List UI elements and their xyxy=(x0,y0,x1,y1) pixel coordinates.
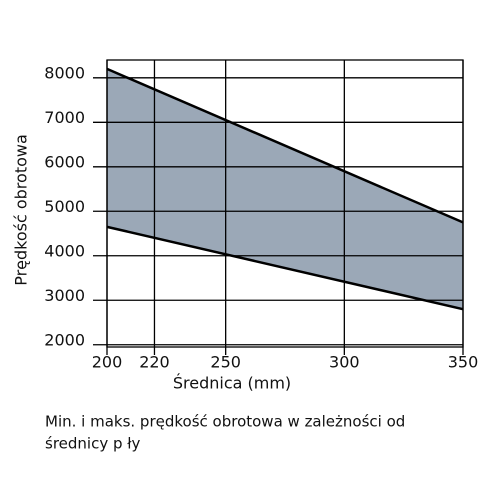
plot-frame xyxy=(106,59,464,348)
caption: średnicy p ły xyxy=(45,435,141,453)
line xyxy=(106,225,464,311)
x-axis-label: Średnica (mm) xyxy=(173,374,291,393)
x-tick-label: 350 xyxy=(448,353,479,372)
y-tick-label: 6000 xyxy=(44,152,85,171)
line xyxy=(106,67,464,224)
caption: Min. i maks. prędkość obrotowa w zależno… xyxy=(45,413,405,431)
y-tick-label: 5000 xyxy=(44,197,85,216)
x-tick-label: 200 xyxy=(92,353,123,372)
y-tick-label: 3000 xyxy=(44,286,85,305)
x-tick-label: 220 xyxy=(139,353,170,372)
y-tick-label: 2000 xyxy=(44,330,85,349)
y-tick-label: 4000 xyxy=(44,241,85,260)
x-tick-label: 250 xyxy=(210,353,241,372)
x-tick-label: 300 xyxy=(329,353,360,372)
y-tick-label: 8000 xyxy=(44,63,85,82)
band-fill xyxy=(107,68,463,310)
y-axis-label: Prędkość obrotowa xyxy=(12,134,31,286)
y-tick-label: 7000 xyxy=(44,108,85,127)
